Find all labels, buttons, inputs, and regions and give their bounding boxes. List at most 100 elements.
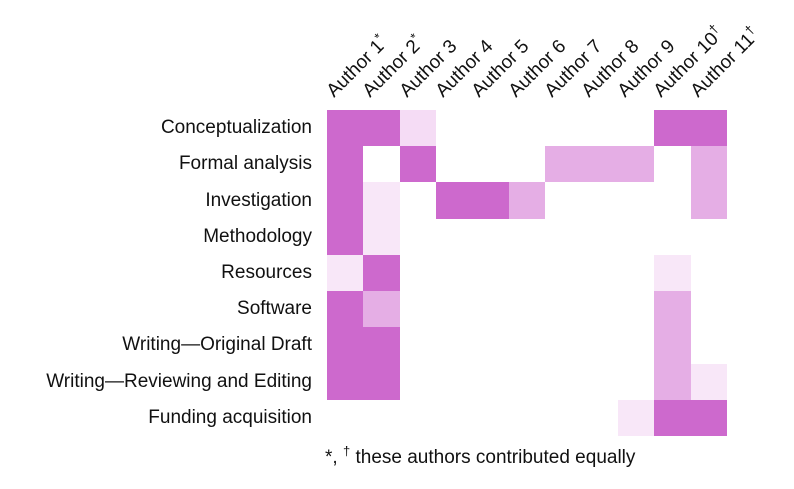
heatmap-cell: [363, 146, 400, 183]
heatmap-cell: [545, 327, 582, 364]
heatmap-cell: [472, 327, 509, 364]
heatmap-cell: [654, 182, 691, 219]
heatmap-cell: [654, 254, 691, 292]
heatmap-cell: [545, 182, 582, 219]
heatmap-grid: [327, 110, 727, 436]
heatmap-cell: [399, 363, 437, 400]
heatmap-cell: [581, 254, 618, 292]
heatmap-cell: [545, 399, 582, 436]
heatmap-cell: [327, 291, 364, 328]
heatmap-cell: [581, 218, 618, 255]
heatmap-cell: [545, 254, 582, 292]
heatmap-cell: [545, 110, 582, 147]
heatmap-cell: [399, 399, 437, 436]
heatmap-cell: [363, 110, 400, 147]
heatmap-cell: [617, 146, 655, 183]
heatmap-cell: [327, 254, 364, 292]
heatmap-cell: [399, 146, 437, 183]
heatmap-cell: [399, 327, 437, 364]
row-label: Software: [237, 298, 312, 320]
heatmap-cell: [690, 182, 727, 219]
heatmap-cell: [472, 218, 509, 255]
heatmap-cell: [327, 182, 364, 219]
heatmap-cell: [690, 146, 727, 183]
footnote-text: these authors contributed equally: [355, 447, 636, 468]
row-label: Writing—Original Draft: [122, 334, 312, 356]
heatmap-cell: [472, 182, 509, 219]
heatmap-cell: [363, 399, 400, 436]
row-label: Writing—Reviewing and Editing: [46, 370, 312, 392]
heatmap-cell: [399, 218, 437, 255]
heatmap-cell: [581, 146, 618, 183]
heatmap-cell: [363, 182, 400, 219]
heatmap-cell: [436, 363, 473, 400]
heatmap-cell: [508, 218, 546, 255]
heatmap-cell: [690, 363, 727, 400]
heatmap-cell: [581, 291, 618, 328]
heatmap-cell: [581, 363, 618, 400]
heatmap-cell: [436, 218, 473, 255]
heatmap-cell: [399, 254, 437, 292]
footnote-dagger: †: [342, 443, 351, 459]
heatmap-cell: [654, 363, 691, 400]
heatmap-cell: [508, 110, 546, 147]
heatmap-cell: [545, 218, 582, 255]
heatmap-cell: [472, 254, 509, 292]
heatmap-cell: [327, 146, 364, 183]
heatmap-cell: [327, 399, 364, 436]
heatmap-cell: [363, 327, 400, 364]
heatmap-cell: [436, 146, 473, 183]
heatmap-cell: [545, 146, 582, 183]
heatmap-cell: [617, 218, 655, 255]
heatmap-cell: [617, 327, 655, 364]
heatmap-cell: [690, 110, 727, 147]
heatmap-cell: [508, 363, 546, 400]
heatmap-cell: [617, 254, 655, 292]
heatmap-cell: [472, 291, 509, 328]
heatmap-cell: [654, 291, 691, 328]
heatmap-cell: [472, 363, 509, 400]
heatmap-cell: [363, 363, 400, 400]
row-label: Resources: [221, 261, 312, 283]
heatmap-cell: [581, 110, 618, 147]
heatmap-cell: [327, 363, 364, 400]
heatmap-cell: [654, 218, 691, 255]
footnote: *, † these authors contributed equally: [325, 443, 636, 469]
heatmap-cell: [654, 327, 691, 364]
heatmap-cell: [617, 291, 655, 328]
heatmap-cell: [472, 399, 509, 436]
heatmap-cell: [690, 254, 727, 292]
heatmap-cell: [690, 218, 727, 255]
heatmap-cell: [363, 254, 400, 292]
heatmap-cell: [472, 146, 509, 183]
heatmap-cell: [436, 254, 473, 292]
heatmap-cell: [690, 399, 727, 436]
heatmap-cell: [617, 363, 655, 400]
footnote-star: *,: [325, 447, 338, 468]
heatmap-cell: [436, 182, 473, 219]
heatmap-cell: [690, 327, 727, 364]
heatmap-cell: [508, 182, 546, 219]
row-label: Methodology: [203, 225, 312, 247]
heatmap-cell: [436, 327, 473, 364]
heatmap-cell: [545, 291, 582, 328]
heatmap-cell: [327, 327, 364, 364]
heatmap-cell: [436, 399, 473, 436]
row-label: Funding acquisition: [148, 406, 312, 428]
heatmap-cell: [654, 399, 691, 436]
heatmap-cell: [327, 110, 364, 147]
heatmap-cell: [327, 218, 364, 255]
row-label: Conceptualization: [160, 117, 312, 139]
heatmap-cell: [399, 110, 437, 147]
heatmap-cell: [508, 291, 546, 328]
heatmap-cell: [581, 399, 618, 436]
row-label: Formal analysis: [178, 153, 312, 175]
heatmap-cell: [617, 110, 655, 147]
heatmap-cell: [581, 327, 618, 364]
heatmap-cell: [581, 182, 618, 219]
heatmap-cell: [508, 146, 546, 183]
heatmap-cell: [508, 254, 546, 292]
heatmap-cell: [654, 146, 691, 183]
heatmap-cell: [472, 110, 509, 147]
